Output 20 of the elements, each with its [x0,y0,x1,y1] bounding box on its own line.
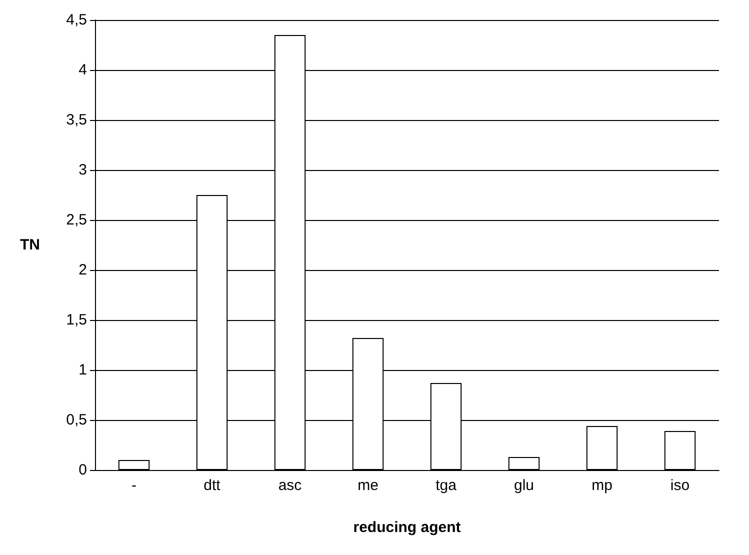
x-tick-label: - [132,477,136,494]
y-tick-label: 2 [78,262,87,278]
y-tick-label: 0 [78,462,87,478]
x-tick-label: mp [592,477,612,494]
y-tick-label: 3 [78,162,87,178]
x-axis-title: reducing agent [353,519,461,536]
x-tick-label: iso [670,477,690,494]
y-tick-label: 2,5 [66,212,87,228]
y-tick-label: 4 [78,62,87,78]
x-tick-label: dtt [204,477,222,494]
x-tick-label: asc [278,477,302,494]
y-tick-label: 4,5 [66,12,87,28]
y-tick-label: 0,5 [66,412,87,428]
y-axis-title: TN [20,236,40,254]
y-tick-label: 3,5 [66,112,87,128]
y-tick-label: 1,5 [66,312,87,328]
x-tick-label: tga [436,477,458,494]
y-tick-label: 1 [78,362,87,378]
x-tick-label: me [358,477,378,494]
x-tick-label: glu [514,477,534,494]
